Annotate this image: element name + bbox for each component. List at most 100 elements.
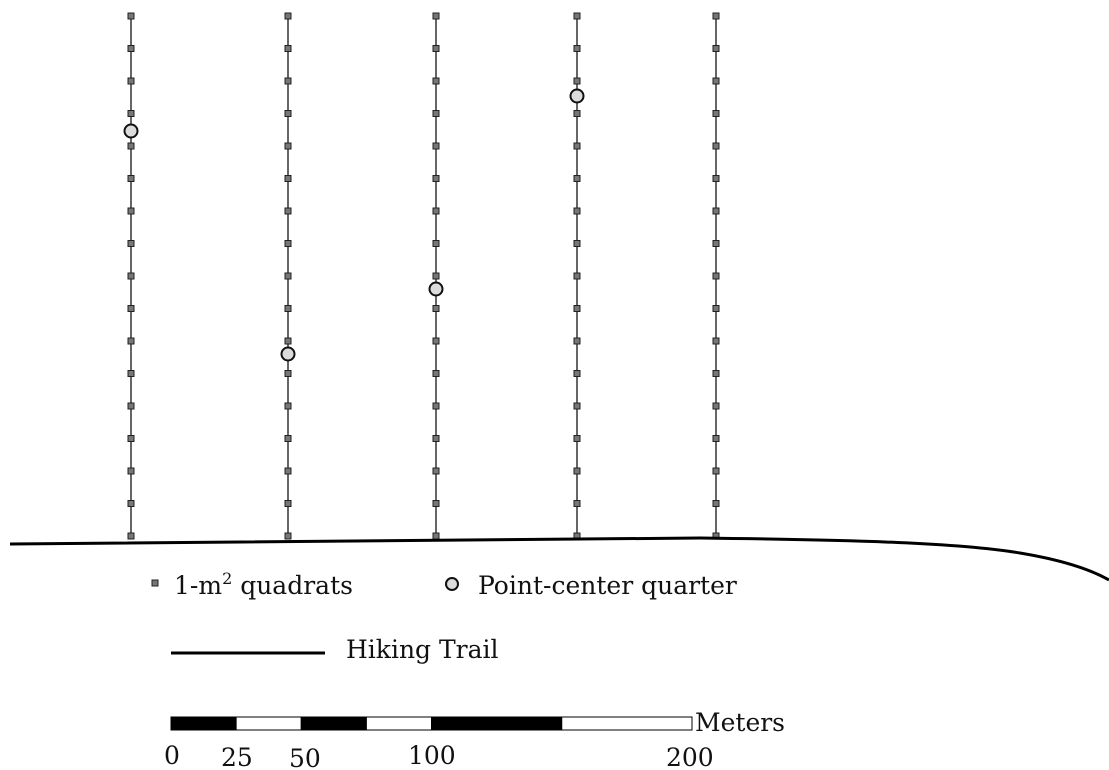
scale-tick-label-25: 25 [221, 743, 253, 770]
quadrat-marker [284, 77, 292, 85]
quadrat-marker [432, 370, 440, 377]
scale-tick-label-50: 50 [289, 744, 321, 770]
quadrat-marker [284, 240, 292, 247]
quadrat-marker [284, 532, 292, 540]
quadrat-marker [284, 435, 292, 442]
quadrat-marker [127, 532, 135, 540]
scale-bar [170, 716, 693, 731]
quadrat-marker [432, 207, 440, 215]
quadrat-marker [432, 175, 440, 182]
quadrat-marker [284, 272, 292, 280]
quadrat-marker [573, 467, 581, 475]
scale-bar-segment-1 [170, 716, 237, 731]
point-center-quarter-marker [280, 346, 296, 362]
quadrat-marker [712, 435, 720, 442]
quadrat-marker [432, 142, 440, 150]
quadrat-marker [712, 142, 720, 150]
quadrat-marker [432, 12, 440, 20]
quadrat-marker [432, 240, 440, 247]
quadrat-marker [573, 207, 581, 215]
quadrat-marker [432, 77, 440, 85]
quadrat-marker [284, 467, 292, 475]
scale-tick-label-0: 0 [164, 741, 180, 770]
quadrat-marker [712, 272, 720, 280]
quadrat-marker [284, 12, 292, 20]
quadrat-marker [573, 337, 581, 345]
quadrat-marker [284, 142, 292, 150]
quadrat-marker [127, 500, 135, 507]
point-center-quarter-marker [123, 123, 139, 139]
quadrat-marker [573, 175, 581, 182]
legend-pcq-icon [445, 577, 459, 591]
scale-tick-label-100: 100 [408, 741, 456, 770]
legend-trail-label: Hiking Trail [346, 635, 499, 664]
quadrat-marker [712, 207, 720, 215]
quadrat-marker [573, 305, 581, 312]
quadrat-marker [127, 370, 135, 377]
quadrat-marker [127, 240, 135, 247]
scale-bar-segment-2 [235, 716, 302, 731]
quadrat-marker [127, 45, 135, 52]
quadrat-marker [432, 110, 440, 117]
point-center-quarter-marker [569, 88, 585, 104]
quadrat-marker [712, 467, 720, 475]
transects-layer [123, 12, 720, 540]
quadrat-marker [432, 467, 440, 475]
quadrat-marker [573, 272, 581, 280]
quadrat-marker [127, 305, 135, 312]
quadrat-marker [432, 45, 440, 52]
quadrat-marker [284, 175, 292, 182]
quadrat-marker [573, 77, 581, 85]
scale-bar-tick-labels: 0 25 50 100 200 [164, 741, 714, 770]
quadrat-marker [127, 467, 135, 475]
quadrat-marker [127, 110, 135, 117]
scale-bar-segment-4 [365, 716, 432, 731]
scale-bar-unit: Meters [695, 708, 785, 737]
quadrat-marker [432, 402, 440, 410]
quadrat-marker [432, 305, 440, 312]
quadrat-marker [284, 337, 292, 345]
quadrat-marker [712, 402, 720, 410]
quadrat-marker [712, 77, 720, 85]
quadrat-marker [573, 370, 581, 377]
quadrat-marker [284, 402, 292, 410]
quadrat-marker [127, 12, 135, 20]
quadrat-marker [127, 435, 135, 442]
quadrat-marker [127, 207, 135, 215]
quadrat-marker [573, 110, 581, 117]
quadrat-marker [127, 272, 135, 280]
quadrat-marker [432, 337, 440, 345]
transect-4 [569, 12, 585, 540]
quadrat-marker [284, 305, 292, 312]
scale-bar-segment-6 [561, 716, 693, 731]
quadrat-marker [712, 500, 720, 507]
legend-pcq-label: Point-center quarter [478, 571, 737, 600]
quadrat-marker [284, 500, 292, 507]
transect-3 [428, 12, 444, 540]
scale-bar-segment-3 [300, 716, 367, 731]
legend-quadrat-icon [151, 579, 159, 587]
quadrat-marker [573, 142, 581, 150]
quadrat-marker [284, 110, 292, 117]
quadrat-marker [432, 435, 440, 442]
quadrat-marker [432, 272, 440, 280]
legend: 1-m2 quadrats Point-center quarter Hikin… [151, 569, 737, 664]
quadrat-marker [284, 370, 292, 377]
scale-tick-label-200: 200 [666, 743, 714, 770]
transect-1 [123, 12, 139, 540]
hiking-trail [9, 536, 1109, 582]
quadrat-marker [573, 402, 581, 410]
scale-bar-segment-5 [431, 716, 563, 731]
quadrat-marker [712, 175, 720, 182]
quadrat-marker [284, 207, 292, 215]
transect-5 [712, 12, 720, 540]
quadrat-marker [284, 45, 292, 52]
quadrat-marker [573, 435, 581, 442]
quadrat-marker [712, 305, 720, 312]
transect-2 [280, 12, 296, 540]
quadrat-marker [573, 500, 581, 507]
quadrat-marker [712, 12, 720, 20]
quadrat-marker [127, 402, 135, 410]
quadrat-marker [432, 532, 440, 540]
